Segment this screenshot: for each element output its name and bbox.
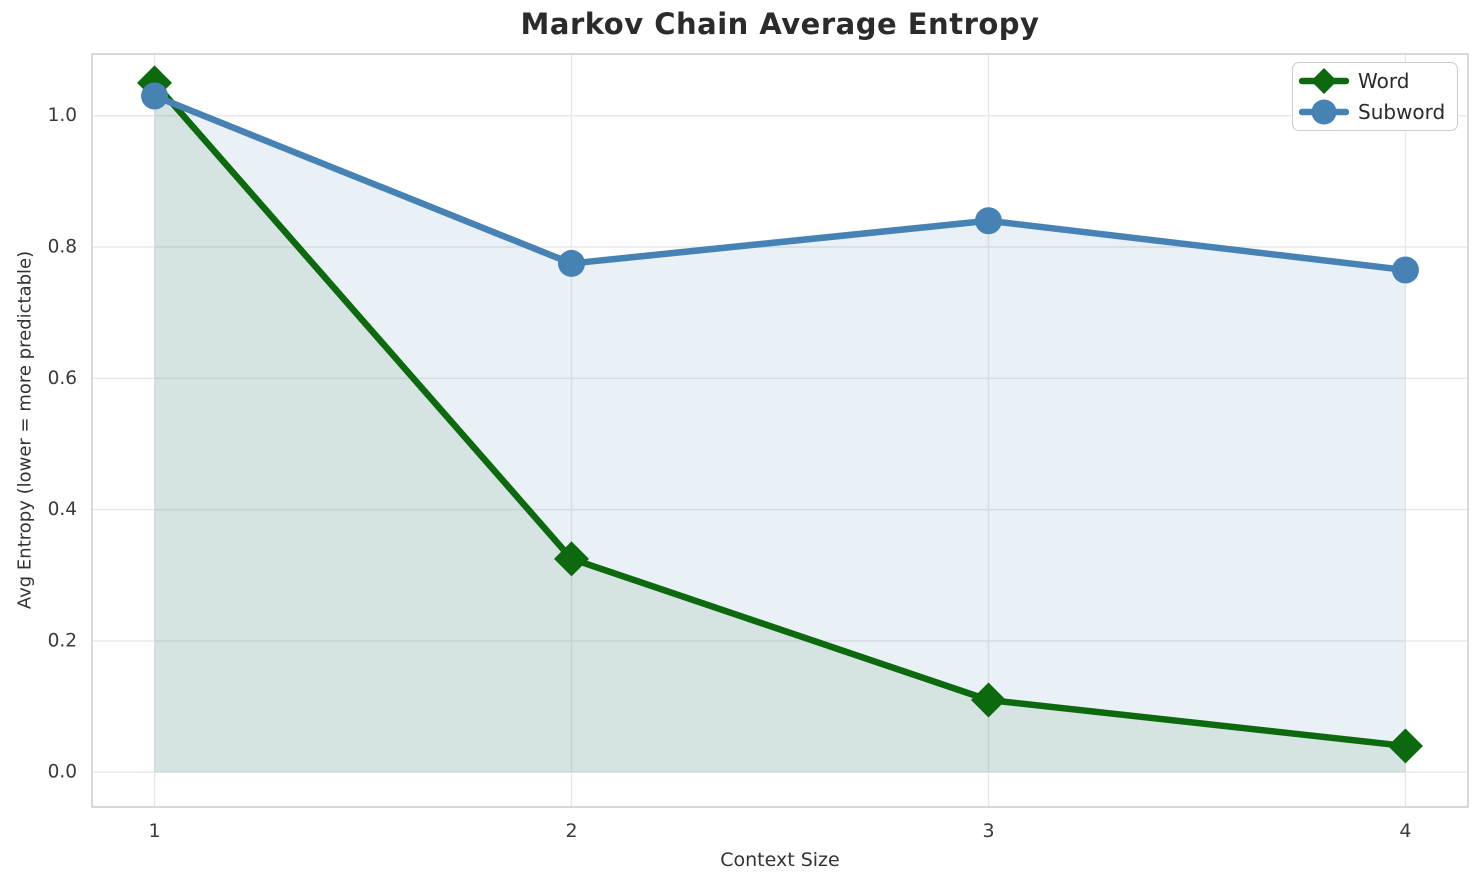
y-tick-label: 0.8 [48, 237, 77, 258]
word-marker [1387, 728, 1423, 764]
subword-marker [558, 249, 586, 277]
x-tick-label: 4 [1399, 820, 1411, 842]
chart-title: Markov Chain Average Entropy [520, 7, 1040, 41]
subword-marker [974, 207, 1002, 235]
word-line [151, 79, 1409, 750]
word-marker [970, 682, 1006, 718]
x-tick-label: 3 [982, 820, 994, 842]
word-diamond-marker-icon [1299, 67, 1349, 94]
subword-circle-marker-icon [1299, 99, 1349, 125]
subword-marker [141, 82, 169, 110]
word-fill-area [154, 82, 1406, 773]
x-axis-label: Context Size [720, 849, 840, 871]
plot-border [91, 53, 1469, 808]
y-tick-label: 1.0 [48, 105, 77, 126]
y-axis-label: Avg Entropy (lower = more predictable) [14, 250, 36, 610]
y-tick-label: 0.4 [48, 499, 77, 520]
y-tick-label: 0.2 [48, 630, 77, 651]
legend-item-label: Word [1358, 68, 1410, 93]
y-tick-label: 0.0 [48, 762, 77, 783]
legend-item-word: Word [1299, 66, 1451, 96]
y-tick-label: 0.6 [48, 368, 77, 389]
word-marker [554, 541, 590, 577]
subword-fill-area [154, 96, 1406, 773]
legend-item-subword: Subword [1299, 97, 1451, 127]
x-tick-label: 1 [148, 820, 160, 842]
subword-line [151, 92, 1409, 274]
legend: Word Subword [1292, 62, 1458, 131]
subword-marker [1391, 256, 1419, 284]
x-tick-label: 2 [565, 820, 577, 842]
legend-item-label: Subword [1358, 100, 1446, 125]
